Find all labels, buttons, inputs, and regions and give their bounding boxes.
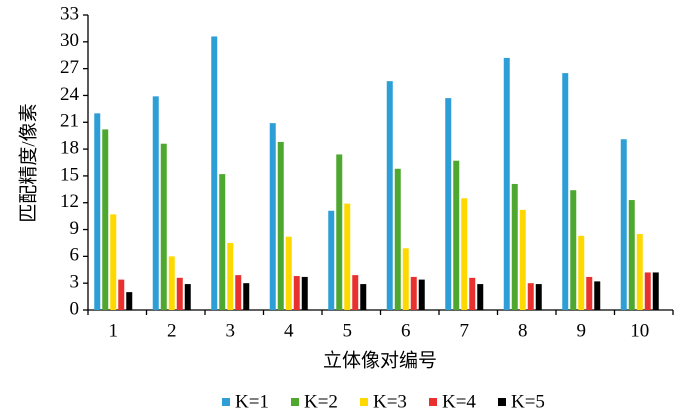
bar [211, 36, 218, 311]
y-tick-label: 12 [60, 191, 79, 212]
bar [652, 272, 659, 310]
x-tick-label: 6 [401, 320, 411, 341]
x-axis-title: 立体像对编号 [323, 349, 437, 371]
x-tick-label: 8 [518, 320, 528, 341]
x-tick-label: 4 [284, 320, 294, 341]
y-tick-label: 3 [70, 272, 80, 293]
bar [168, 256, 175, 310]
legend-label: K=5 [511, 391, 545, 412]
y-tick-label: 6 [70, 245, 80, 266]
bar [243, 283, 250, 310]
bar [285, 236, 292, 310]
bar [636, 234, 643, 310]
bar [503, 57, 510, 311]
bar [336, 154, 343, 310]
legend-swatch [360, 398, 368, 406]
bar [519, 209, 526, 310]
bar [477, 284, 484, 310]
bar [445, 98, 452, 311]
legend-swatch [429, 398, 437, 406]
x-tick-label: 2 [167, 320, 177, 341]
bar [620, 139, 627, 310]
bar [410, 276, 417, 310]
bar [235, 275, 242, 310]
bar [176, 277, 183, 310]
x-tick-label: 3 [226, 320, 236, 341]
bar [461, 198, 468, 310]
legend-label: K=1 [235, 391, 269, 412]
bar [594, 281, 601, 310]
bar [453, 160, 460, 310]
x-tick-label: 1 [109, 320, 119, 341]
y-tick-label: 9 [70, 218, 80, 239]
y-tick-label: 18 [60, 137, 79, 158]
legend-swatch [222, 398, 230, 406]
bar [418, 279, 425, 310]
bar [628, 200, 635, 310]
legend-label: K=4 [442, 391, 476, 412]
bar [184, 284, 191, 310]
bar [227, 242, 234, 310]
bar [644, 272, 651, 310]
bar [277, 141, 284, 310]
bar [219, 174, 226, 310]
legend-label: K=2 [304, 391, 338, 412]
bar [102, 129, 109, 310]
y-tick-label: 0 [70, 298, 80, 319]
bar [394, 168, 401, 310]
y-tick-label: 15 [60, 164, 79, 185]
y-tick-label: 30 [60, 30, 79, 51]
bar [352, 275, 359, 310]
legend-swatch [498, 398, 506, 406]
bar [152, 96, 159, 311]
bar [360, 284, 367, 310]
bar [535, 284, 542, 310]
y-tick-label: 27 [60, 57, 79, 78]
x-tick-label: 7 [460, 320, 470, 341]
bar [293, 276, 300, 310]
bar [160, 143, 167, 310]
bar [118, 279, 125, 310]
bar [110, 214, 117, 310]
y-tick-label: 33 [60, 3, 79, 24]
bar [511, 183, 518, 310]
bar [562, 73, 569, 310]
y-axis-title: 匹配精度/像素 [17, 103, 39, 222]
bar [269, 123, 276, 311]
bar [527, 283, 534, 310]
bar [402, 248, 409, 310]
y-tick-label: 21 [60, 111, 79, 132]
bar [586, 276, 593, 310]
bar [328, 210, 335, 310]
x-tick-label: 10 [630, 320, 649, 341]
bar [126, 292, 133, 310]
legend-label: K=3 [373, 391, 407, 412]
y-tick-label: 24 [60, 84, 80, 105]
bar [578, 235, 585, 310]
x-tick-label: 5 [343, 320, 353, 341]
bar [570, 190, 577, 310]
bar [386, 81, 393, 310]
bar [344, 203, 351, 310]
legend-swatch [291, 398, 299, 406]
x-tick-label: 9 [577, 320, 587, 341]
bar [94, 113, 101, 310]
bar [469, 277, 476, 310]
bar [301, 276, 308, 310]
